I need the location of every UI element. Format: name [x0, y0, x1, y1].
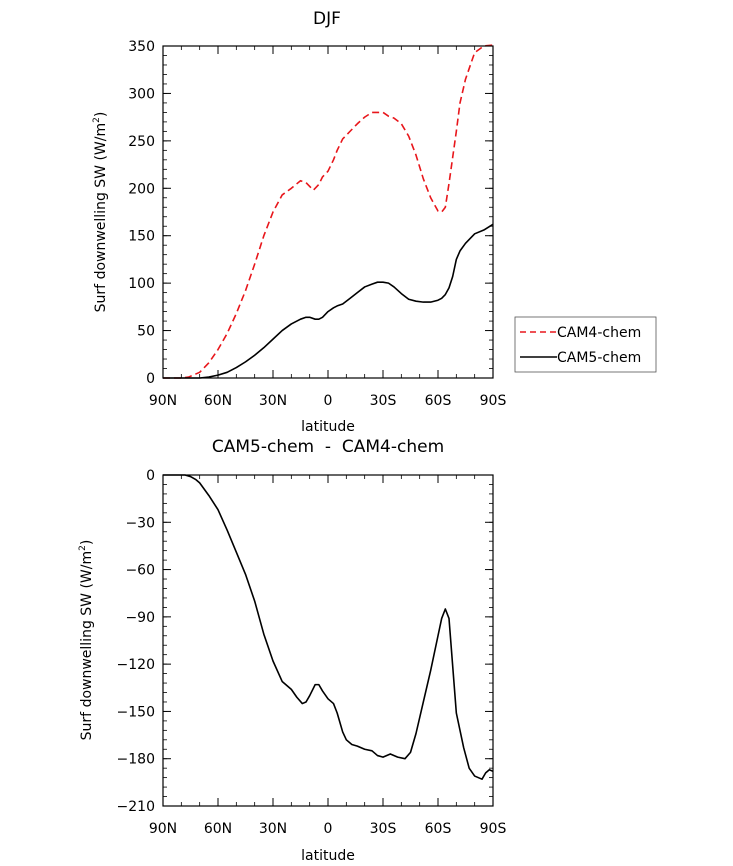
top-series-line-1 [163, 223, 494, 379]
top-y-tick-label: 50 [137, 324, 155, 340]
top-y-tick-label: 250 [128, 134, 155, 150]
top-x-tick-label: 90N [149, 393, 177, 409]
top-y-tick-label: 200 [128, 181, 155, 197]
top-x-tick-label: 30N [259, 393, 287, 409]
top-plot-frame [162, 45, 494, 379]
bottom-y-tick-label: −90 [125, 610, 155, 626]
top-x-tick-label: 30S [370, 393, 397, 409]
top-x-tick-label: 60S [425, 393, 452, 409]
bottom-x-tick-label: 0 [324, 821, 333, 837]
bottom-x-tick-label: 60S [425, 821, 452, 837]
bottom-y-axis-label-close: ) [79, 540, 95, 545]
bottom-x-tick-label: 60N [204, 821, 232, 837]
top-y-axis-label-close: ) [93, 112, 109, 117]
top-panel: DJF 0 50 100 150 200 250 300 350 90N 60N 30N 0 30S 60… [92, 9, 657, 435]
bottom-y-tick-label: −30 [125, 515, 155, 531]
bottom-series-line-0 [163, 474, 494, 781]
bottom-y-axis-label-main: Surf downwelling SW (W/m [79, 551, 95, 740]
bottom-y-tick-label: −150 [117, 704, 155, 720]
top-x-tick-label: 90S [480, 393, 507, 409]
top-ticks-group: 0 50 100 150 200 250 300 350 90N 60N 30N 0 30S 60S 90S [128, 39, 506, 409]
top-y-tick-label: 150 [128, 229, 155, 245]
bottom-y-tick-label: 0 [146, 468, 155, 484]
top-x-axis-label: latitude [301, 419, 355, 435]
bottom-x-tick-label: 90S [480, 821, 507, 837]
legend-label-cam5: CAM5-chem [557, 350, 641, 366]
top-x-tick-label: 0 [324, 393, 333, 409]
bottom-plot-frame [162, 474, 494, 807]
top-y-axis-label-main: Surf downwelling SW (W/m [93, 123, 109, 312]
bottom-y-axis-label-sup: 2 [78, 545, 88, 551]
top-y-axis-label-sup: 2 [92, 117, 102, 123]
top-y-tick-label: 300 [128, 86, 155, 102]
bottom-series-group [163, 474, 494, 781]
top-series-line-0 [163, 44, 494, 379]
bottom-y-tick-label: −60 [125, 563, 155, 579]
legend: CAM4-chem CAM5-chem [514, 316, 657, 373]
top-y-tick-label: 0 [146, 371, 155, 387]
bottom-x-tick-label: 30N [259, 821, 287, 837]
legend-label-cam4: CAM4-chem [557, 325, 641, 341]
bottom-y-tick-label: −210 [117, 799, 155, 815]
top-series-group [163, 44, 494, 379]
bottom-y-tick-label: −180 [117, 752, 155, 768]
top-y-axis-label: Surf downwelling SW (W/m2) [92, 112, 109, 313]
bottom-y-tick-label: −120 [117, 657, 155, 673]
top-y-tick-label: 350 [128, 39, 155, 55]
bottom-x-tick-label: 90N [149, 821, 177, 837]
bottom-x-axis-label: latitude [301, 848, 355, 864]
legend-box [514, 316, 657, 373]
top-y-tick-label: 100 [128, 276, 155, 292]
bottom-ticks-group: 0 −30 −60 −90 −120 −150 −180 −210 90N 60N 30N 0 30S 6… [117, 468, 507, 837]
bottom-x-tick-label: 30S [370, 821, 397, 837]
top-x-tick-label: 60N [204, 393, 232, 409]
bottom-chart-title: CAM5-chem - CAM4-chem [212, 437, 444, 457]
bottom-y-axis-label: Surf downwelling SW (W/m2) [78, 540, 95, 741]
bottom-panel: CAM5-chem - CAM4-chem 0 −30 −60 −90 −120 −150… [78, 437, 506, 864]
top-chart-title: DJF [313, 9, 341, 29]
